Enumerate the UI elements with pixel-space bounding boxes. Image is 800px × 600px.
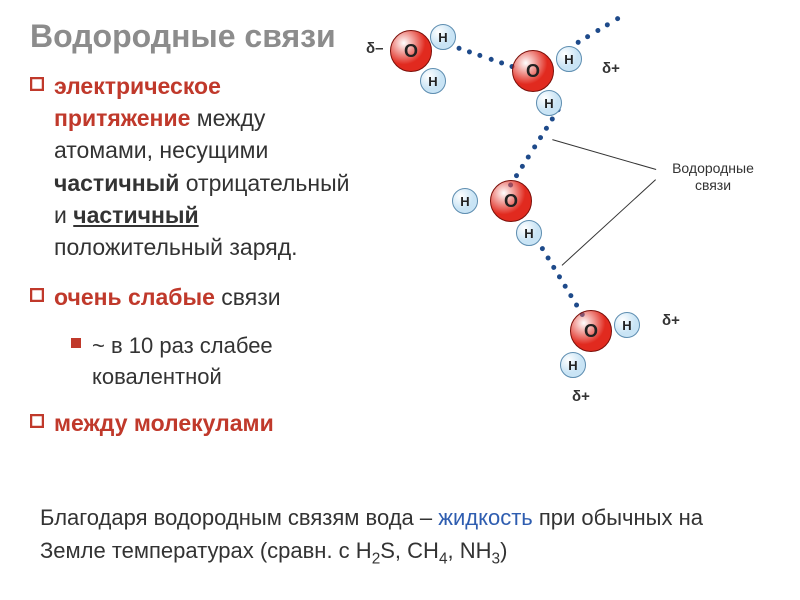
bullet-2-text: очень слабые связи [54, 281, 281, 313]
hydrogen-atom: H [516, 220, 542, 246]
square-bullet-icon [30, 77, 44, 91]
footer-text: Благодаря водородным связям вода – жидко… [40, 501, 760, 571]
oxygen-atom: O [570, 310, 612, 352]
square-subbullet-icon [70, 337, 82, 349]
charge-label: δ– [366, 40, 383, 57]
hydrogen-atom: H [614, 312, 640, 338]
oxygen-atom: O [490, 180, 532, 222]
bullet-list: электрическое притяжение между атомами, … [30, 70, 350, 457]
annotation-line [552, 139, 656, 170]
bullet-1-text: электрическое притяжение между атомами, … [54, 70, 350, 263]
liquid-word: жидкость [438, 505, 533, 530]
bullet-3-text: между молекулами [54, 407, 274, 439]
hydrogen-atom: H [556, 46, 582, 72]
square-bullet-icon [30, 414, 44, 428]
molecule-diagram: OHHδ–OHHδ+OHHOHHδ+δ+Водородные связи [330, 10, 790, 430]
page-title: Водородные связи [30, 18, 336, 55]
charge-label: δ+ [572, 388, 590, 405]
square-bullet-icon [30, 288, 44, 302]
hydrogen-bond [507, 107, 560, 186]
hydrogen-atom: H [452, 188, 478, 214]
hydrogen-atom: H [420, 68, 446, 94]
bullet-2: очень слабые связи [30, 281, 350, 313]
hydrogen-bond [447, 42, 513, 70]
hydrogen-atom: H [536, 90, 562, 116]
charge-label: δ+ [662, 312, 680, 329]
oxygen-atom: O [512, 50, 554, 92]
bullet-3: между молекулами [30, 407, 350, 439]
hydrogen-bond [576, 16, 619, 45]
hbond-annotation: Водородные связи [658, 160, 768, 194]
charge-label: δ+ [602, 60, 620, 77]
bullet-2-sub: ~ в 10 раз слабее ковалентной [70, 331, 350, 393]
annotation-line [561, 179, 656, 266]
hydrogen-atom: H [560, 352, 586, 378]
hydrogen-atom: H [430, 24, 456, 50]
oxygen-atom: O [390, 30, 432, 72]
bullet-1: электрическое притяжение между атомами, … [30, 70, 350, 263]
